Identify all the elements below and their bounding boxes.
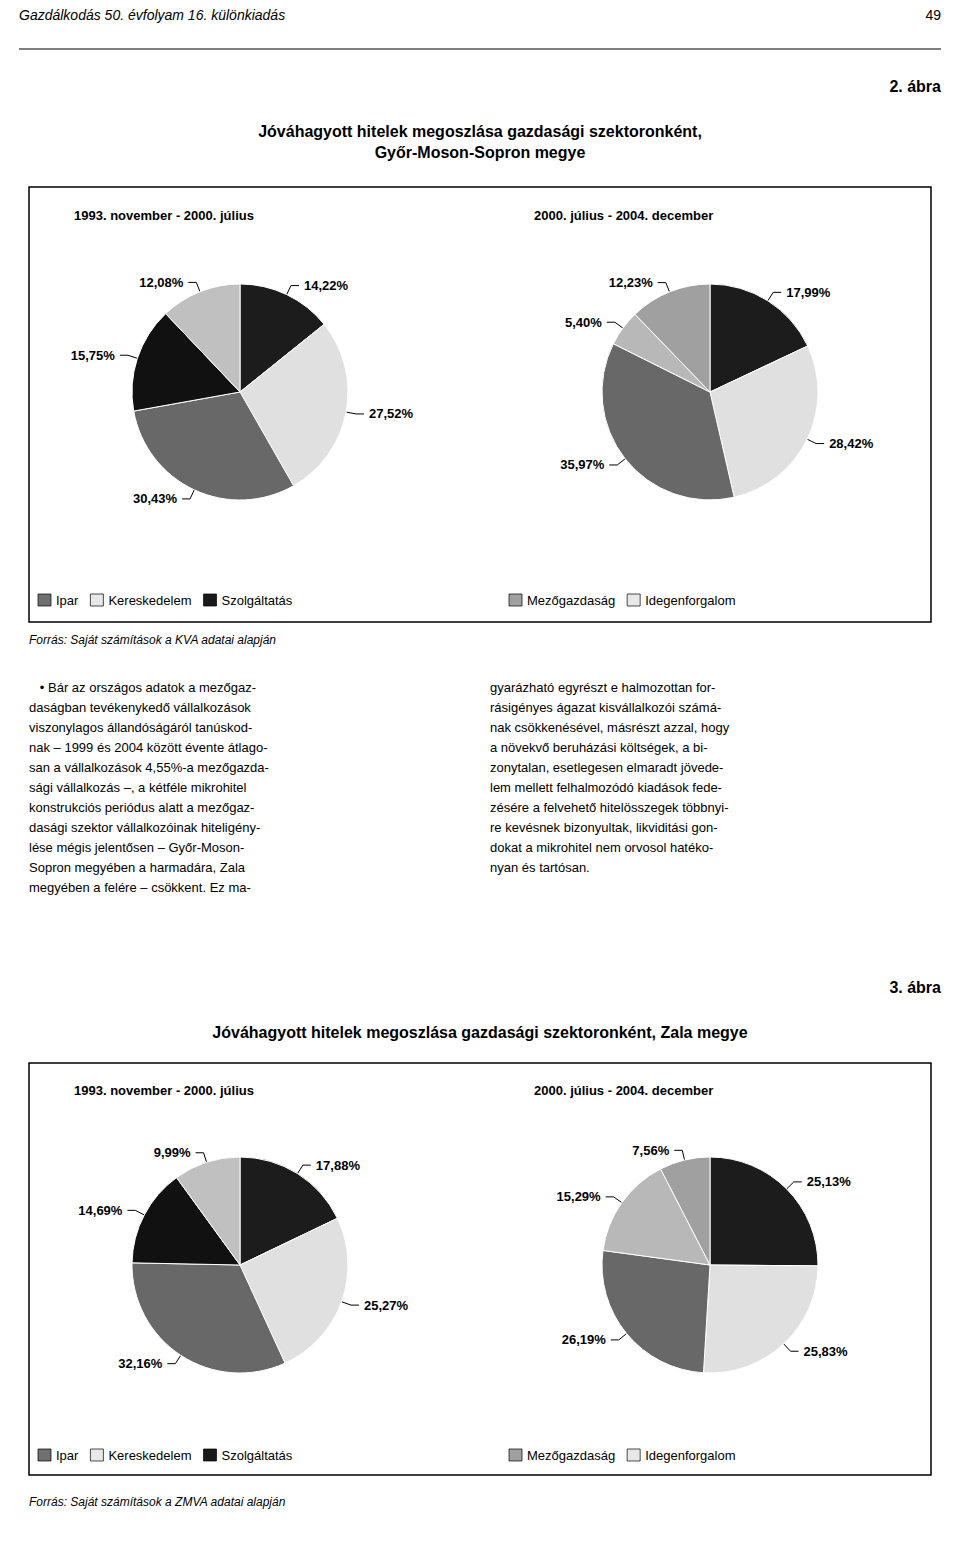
svg-text:Gazdálkodás 50. évfolyam 16. k: Gazdálkodás 50. évfolyam 16. különkiadás bbox=[19, 7, 285, 23]
svg-text:• Bár az országos adatok a mez: • Bár az országos adatok a mezőgaz- bbox=[29, 680, 256, 695]
svg-text:3. ábra: 3. ábra bbox=[889, 979, 941, 996]
svg-text:san a vállalkozások 4,55%-a me: san a vállalkozások 4,55%-a mezőgazda- bbox=[29, 760, 269, 775]
svg-text:Győr-Moson-Sopron megye: Győr-Moson-Sopron megye bbox=[375, 144, 586, 161]
svg-text:Sopron megyében a harmadára, Z: Sopron megyében a harmadára, Zala bbox=[29, 860, 246, 875]
svg-text:9,99%: 9,99% bbox=[154, 1145, 191, 1160]
svg-text:32,16%: 32,16% bbox=[118, 1356, 163, 1371]
svg-text:5,40%: 5,40% bbox=[565, 315, 602, 330]
svg-text:25,13%: 25,13% bbox=[807, 1174, 852, 1189]
svg-text:25,83%: 25,83% bbox=[804, 1344, 849, 1359]
svg-text:15,29%: 15,29% bbox=[557, 1189, 602, 1204]
svg-text:gyarázható egyrészt e halmozot: gyarázható egyrészt e halmozottan for- bbox=[490, 680, 715, 695]
svg-text:Szolgáltatás: Szolgáltatás bbox=[221, 1448, 292, 1463]
svg-text:rásigényes ágazat kisvállalkoz: rásigényes ágazat kisvállalkozói számá- bbox=[490, 700, 721, 715]
svg-text:lése mégis jelentősen – Győr-M: lése mégis jelentősen – Győr-Moson- bbox=[29, 840, 244, 855]
svg-text:nyan és tartósan.: nyan és tartósan. bbox=[490, 860, 590, 875]
svg-text:14,22%: 14,22% bbox=[304, 278, 349, 293]
svg-text:viszonylagos állandóságáról ta: viszonylagos állandóságáról tanúskod- bbox=[29, 720, 252, 735]
svg-text:Idegenforgalom: Idegenforgalom bbox=[645, 1448, 735, 1463]
svg-text:2. ábra: 2. ábra bbox=[889, 78, 941, 95]
svg-text:7,56%: 7,56% bbox=[632, 1143, 669, 1158]
svg-text:nak – 1999 és 2004 között éven: nak – 1999 és 2004 között évente átlago- bbox=[29, 740, 268, 755]
svg-text:49: 49 bbox=[925, 7, 941, 23]
svg-text:Forrás: Saját számítások a ZMV: Forrás: Saját számítások a ZMVA adatai a… bbox=[29, 1495, 286, 1509]
svg-text:daságban tevékenykedő vállalko: daságban tevékenykedő vállalkozások bbox=[29, 700, 251, 715]
svg-text:sági vállalkozás –, a kétféle: sági vállalkozás –, a kétféle mikrohitel bbox=[29, 780, 247, 795]
svg-text:1993. november - 2000. július: 1993. november - 2000. július bbox=[74, 208, 254, 223]
svg-text:14,69%: 14,69% bbox=[78, 1203, 123, 1218]
svg-text:35,97%: 35,97% bbox=[560, 457, 605, 472]
svg-text:25,27%: 25,27% bbox=[364, 1298, 409, 1313]
svg-text:12,08%: 12,08% bbox=[139, 275, 184, 290]
svg-text:Ipar: Ipar bbox=[56, 1448, 79, 1463]
svg-text:Jóváhagyott hitelek megoszlása: Jóváhagyott hitelek megoszlása gazdasági… bbox=[258, 123, 702, 140]
svg-text:28,42%: 28,42% bbox=[829, 436, 874, 451]
svg-text:lem mellett felhalmozódó kiadá: lem mellett felhalmozódó kiadások fede- bbox=[490, 780, 722, 795]
svg-text:a növekvő beruházási költségek: a növekvő beruházási költségek, a bi- bbox=[490, 740, 708, 755]
svg-text:Szolgáltatás: Szolgáltatás bbox=[221, 593, 292, 608]
svg-text:dasági szektor vállalkozóinak: dasági szektor vállalkozóinak hiteligény… bbox=[29, 820, 260, 835]
svg-text:megyében a felére – csökkent.: megyében a felére – csökkent. Ez ma- bbox=[29, 880, 251, 895]
svg-text:17,99%: 17,99% bbox=[786, 285, 831, 300]
svg-text:Kereskedelem: Kereskedelem bbox=[108, 1448, 191, 1463]
svg-text:15,75%: 15,75% bbox=[71, 348, 116, 363]
svg-text:2000. július - 2004. december: 2000. július - 2004. december bbox=[534, 208, 713, 223]
svg-text:Idegenforgalom: Idegenforgalom bbox=[645, 593, 735, 608]
svg-text:30,43%: 30,43% bbox=[133, 491, 178, 506]
svg-text:Jóváhagyott hitelek megoszlása: Jóváhagyott hitelek megoszlása gazdasági… bbox=[212, 1024, 747, 1041]
svg-text:zésére a felvehető hitelösszeg: zésére a felvehető hitelösszegek többnyi… bbox=[490, 800, 728, 815]
svg-text:zonytalan, esetlegesen elmarad: zonytalan, esetlegesen elmaradt jövede- bbox=[490, 760, 723, 775]
svg-text:Kereskedelem: Kereskedelem bbox=[108, 593, 191, 608]
svg-text:Ipar: Ipar bbox=[56, 593, 79, 608]
svg-text:12,23%: 12,23% bbox=[609, 275, 654, 290]
svg-text:dokat a mikrohitel nem orvosol: dokat a mikrohitel nem orvosol hatéko- bbox=[490, 840, 713, 855]
svg-text:26,19%: 26,19% bbox=[562, 1332, 607, 1347]
svg-text:Mezőgazdaság: Mezőgazdaság bbox=[527, 593, 615, 608]
svg-text:27,52%: 27,52% bbox=[369, 406, 414, 421]
svg-text:Forrás: Saját számítások a KVA: Forrás: Saját számítások a KVA adatai al… bbox=[29, 633, 276, 647]
svg-text:re kevésnek bizonyultak, likvi: re kevésnek bizonyultak, likviditási gon… bbox=[490, 820, 718, 835]
svg-text:17,88%: 17,88% bbox=[316, 1158, 361, 1173]
svg-text:Mezőgazdaság: Mezőgazdaság bbox=[527, 1448, 615, 1463]
svg-text:1993. november - 2000. július: 1993. november - 2000. július bbox=[74, 1083, 254, 1098]
svg-text:konstrukciós periódus alatt a: konstrukciós periódus alatt a mezőgaz- bbox=[29, 800, 254, 815]
svg-text:nak csökkenésével, másrészt az: nak csökkenésével, másrészt azzal, hogy bbox=[490, 720, 730, 735]
svg-text:2000. július - 2004. december: 2000. július - 2004. december bbox=[534, 1083, 713, 1098]
